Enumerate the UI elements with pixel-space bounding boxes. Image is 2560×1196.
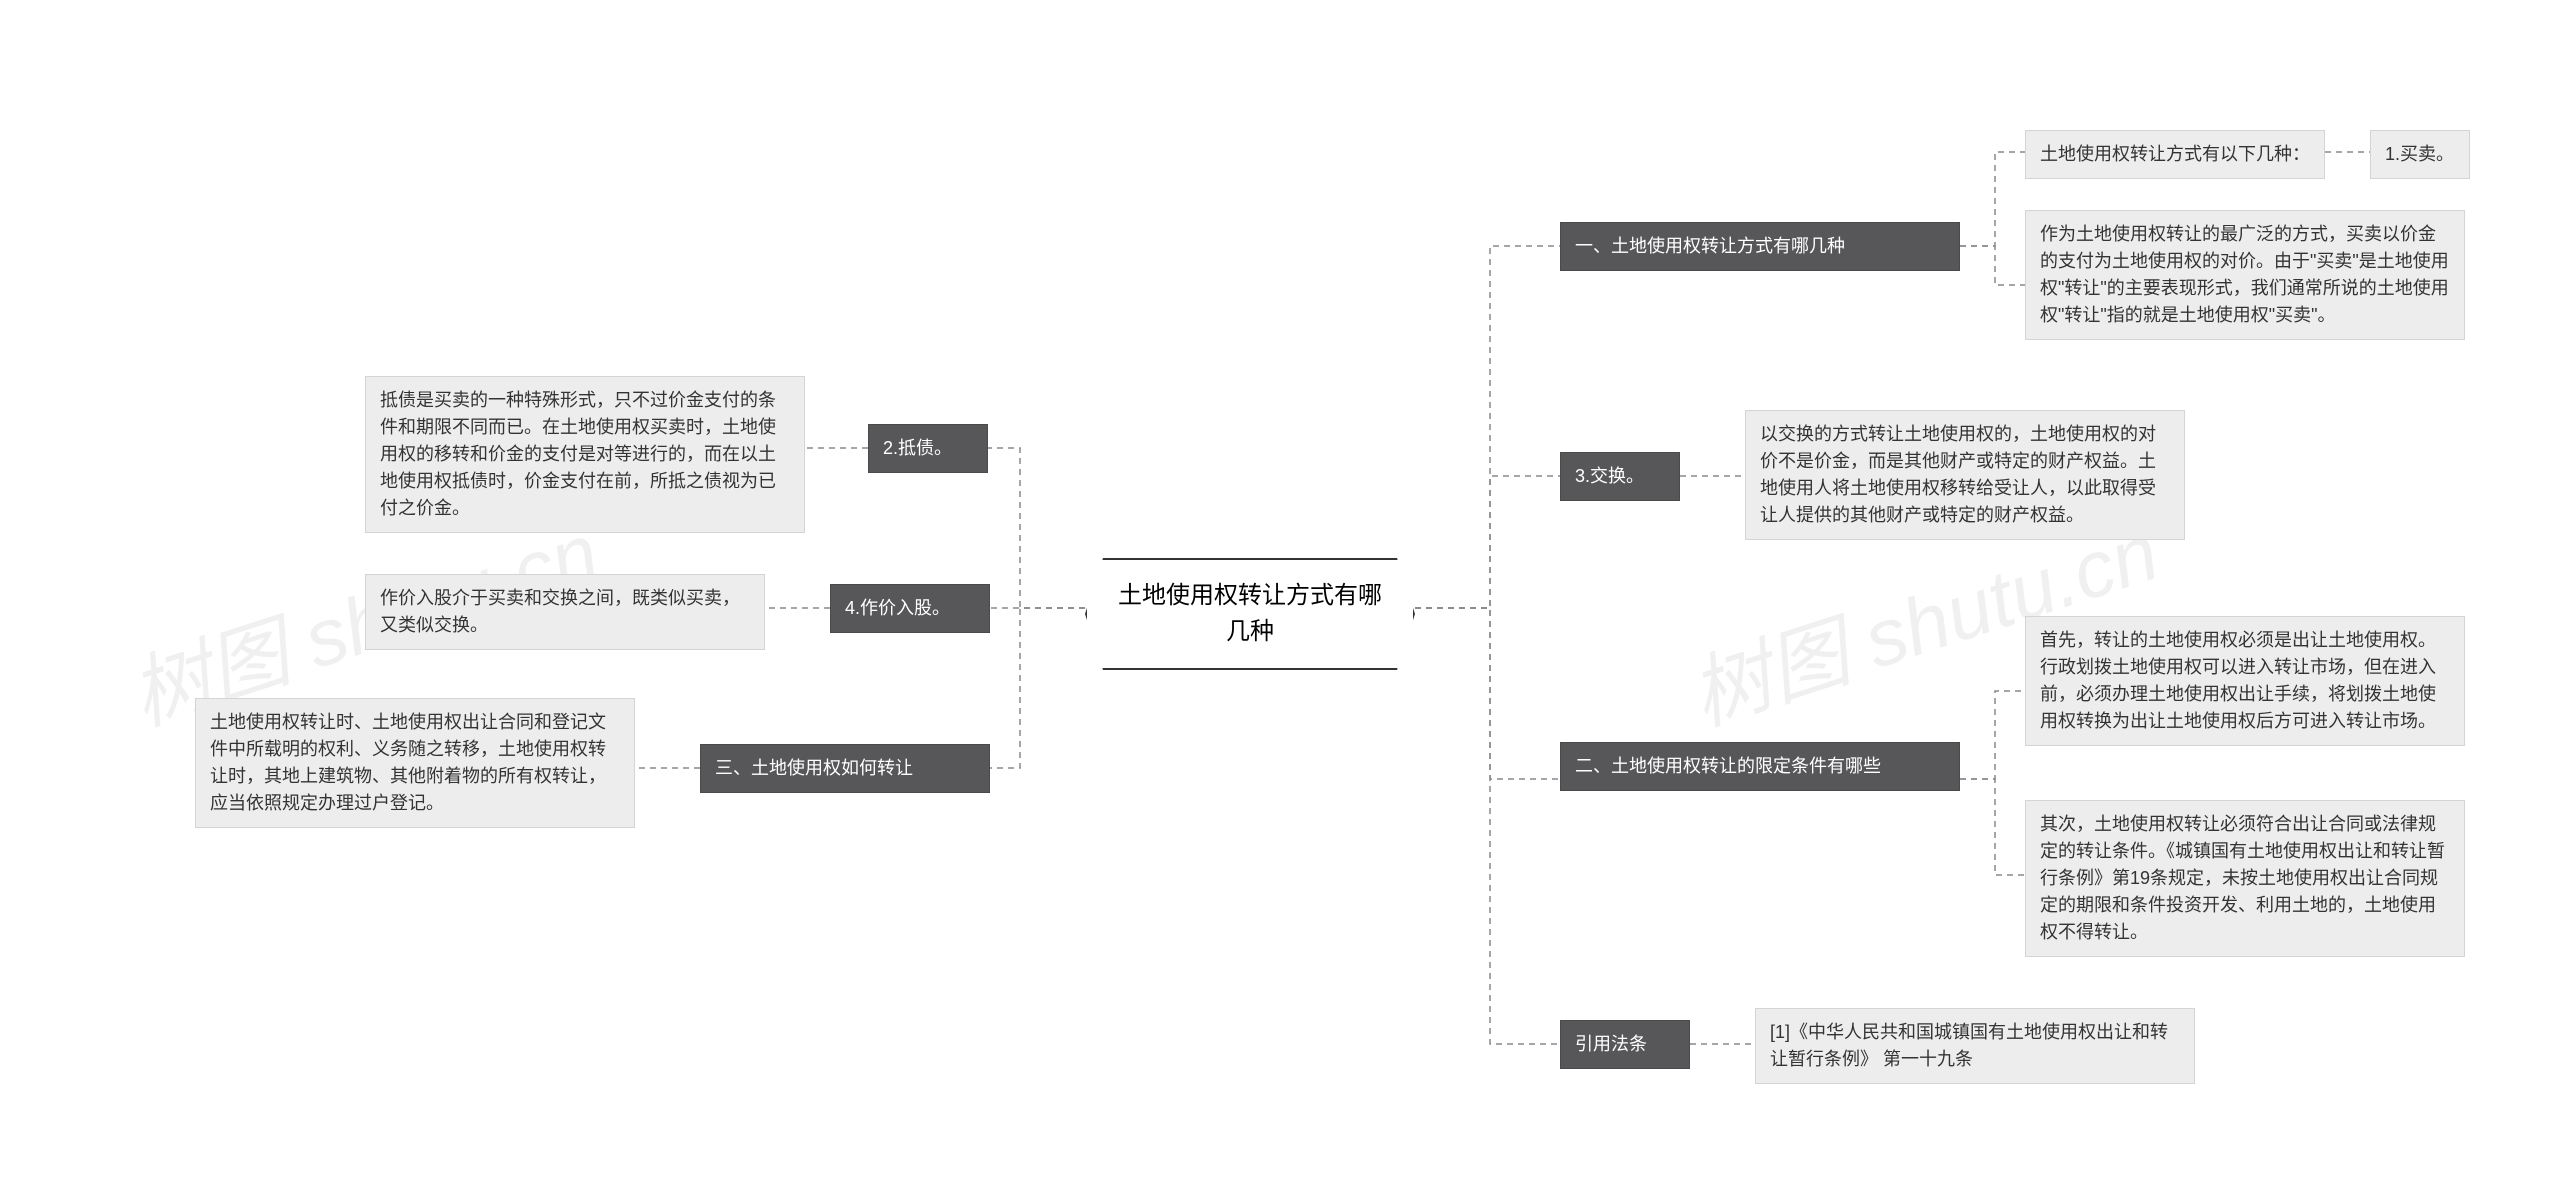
node-l2: 4.作价入股。	[830, 584, 990, 633]
node-l3: 三、土地使用权如何转让	[700, 744, 990, 793]
node-l1: 2.抵债。	[868, 424, 988, 473]
node-r2a: 以交换的方式转让土地使用权的，土地使用权的对价不是价金，而是其他财产或特定的财产…	[1745, 410, 2185, 540]
node-r3a: 首先，转让的土地使用权必须是出让土地使用权。行政划拨土地使用权可以进入转让市场，…	[2025, 616, 2465, 746]
node-r1: 一、土地使用权转让方式有哪几种	[1560, 222, 1960, 271]
node-r1b: 作为土地使用权转让的最广泛的方式，买卖以价金的支付为土地使用权的对价。由于"买卖…	[2025, 210, 2465, 340]
node-l2a: 作价入股介于买卖和交换之间，既类似买卖，又类似交换。	[365, 574, 765, 650]
node-r4: 引用法条	[1560, 1020, 1690, 1069]
root-node: 土地使用权转让方式有哪几种	[1085, 558, 1415, 670]
node-r1a: 土地使用权转让方式有以下几种：	[2025, 130, 2325, 179]
node-l3a: 土地使用权转让时、土地使用权出让合同和登记文件中所载明的权利、义务随之转移，土地…	[195, 698, 635, 828]
node-r4a: [1]《中华人民共和国城镇国有土地使用权出让和转让暂行条例》 第一十九条	[1755, 1008, 2195, 1084]
node-r3b: 其次，土地使用权转让必须符合出让合同或法律规定的转让条件。《城镇国有土地使用权出…	[2025, 800, 2465, 957]
node-r3: 二、土地使用权转让的限定条件有哪些	[1560, 742, 1960, 791]
node-l1a: 抵债是买卖的一种特殊形式，只不过价金支付的条件和期限不同而已。在土地使用权买卖时…	[365, 376, 805, 533]
node-r2: 3.交换。	[1560, 452, 1680, 501]
node-r1a1: 1.买卖。	[2370, 130, 2470, 179]
